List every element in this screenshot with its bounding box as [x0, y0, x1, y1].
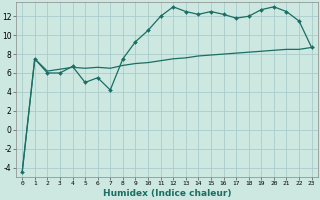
X-axis label: Humidex (Indice chaleur): Humidex (Indice chaleur)	[103, 189, 231, 198]
